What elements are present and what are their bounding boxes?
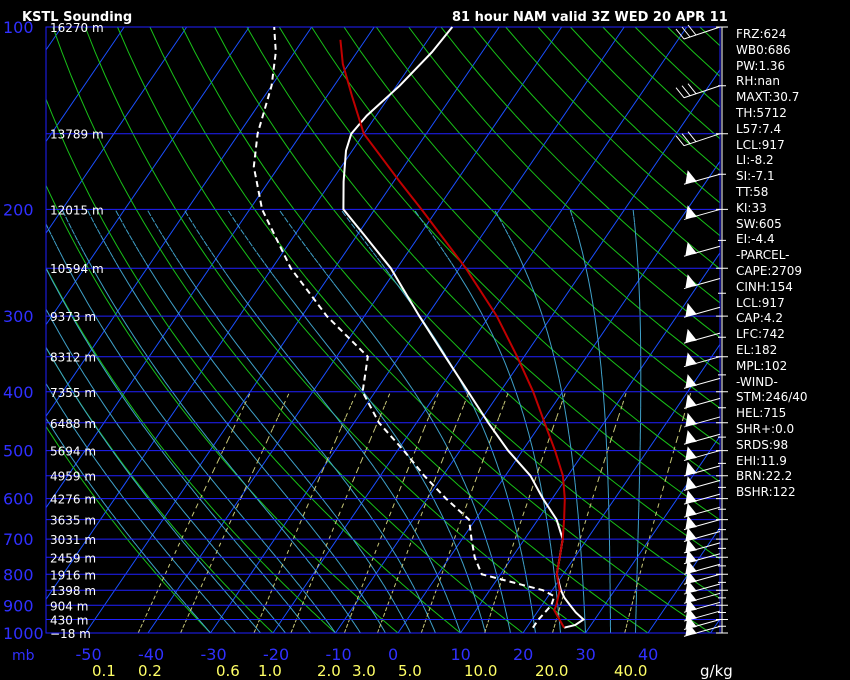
height-label: −18 m bbox=[50, 627, 91, 641]
pressure-tick-label: 700 bbox=[3, 530, 34, 549]
height-label: 1916 m bbox=[50, 568, 96, 582]
stat-line: FRZ:624 bbox=[736, 27, 787, 41]
stat-line: SRDS:98 bbox=[736, 437, 789, 452]
mixing-ratio-tick-label: 0.2 bbox=[138, 662, 162, 680]
stat-line: MAXT:30.7 bbox=[736, 90, 800, 105]
dewpoint-line bbox=[252, 26, 556, 629]
stat-line: RH:nan bbox=[736, 74, 780, 89]
stat-line: LCL:917 bbox=[736, 295, 785, 310]
mixing-ratio-tick-label: 0.1 bbox=[92, 662, 116, 680]
temperature-tick-label: 40 bbox=[638, 645, 658, 664]
pressure-tick-label: 200 bbox=[3, 200, 34, 219]
pressure-tick-label: 800 bbox=[3, 565, 34, 584]
stat-line: EL:182 bbox=[736, 342, 778, 357]
stat-line: MPL:102 bbox=[736, 358, 788, 373]
temperature-tick-label: 10 bbox=[451, 645, 471, 664]
height-label: 5694 m bbox=[50, 445, 96, 459]
height-label: 430 m bbox=[50, 614, 88, 628]
height-label: 16270 m bbox=[50, 21, 104, 35]
temperature-tick-label: -10 bbox=[326, 645, 352, 664]
chart-title: KSTL Sounding bbox=[22, 10, 133, 25]
pressure-tick-label: 100 bbox=[3, 18, 34, 37]
parcel-line bbox=[339, 39, 566, 629]
mixing-ratio-tick-label: 3.0 bbox=[352, 662, 376, 680]
temperature-tick-label: -30 bbox=[201, 645, 227, 664]
valid-time: 81 hour NAM valid 3Z WED 20 APR 11 bbox=[452, 10, 728, 25]
height-label: 13789 m bbox=[50, 128, 104, 142]
stat-line: EI:-4.4 bbox=[736, 232, 775, 247]
stats-panel: FRZ:624 WB0:686 PW:1.36 RH:nan MAXT:30.7 TH:5… bbox=[736, 27, 808, 501]
mixing-ratio-tick-label: 1.0 bbox=[258, 662, 282, 680]
temperature-tick-label: 20 bbox=[513, 645, 533, 664]
temperature-line bbox=[342, 26, 586, 629]
height-label: 6488 m bbox=[50, 417, 96, 431]
stat-line: -PARCEL- bbox=[736, 248, 790, 263]
stat-line: HEL:715 bbox=[736, 406, 787, 421]
stat-line: WB0:686 bbox=[736, 42, 791, 57]
mixing-ratio-tick-label: 10.0 bbox=[464, 662, 497, 680]
pressure-unit-label: mb bbox=[12, 648, 35, 664]
height-label: 9373 m bbox=[50, 310, 96, 324]
height-label: 3635 m bbox=[50, 514, 96, 528]
stat-line: CAP:4.2 bbox=[736, 311, 783, 326]
stat-line: L57:7.4 bbox=[736, 121, 782, 136]
height-label: 8312 m bbox=[50, 351, 96, 365]
stat-line: LI:-8.2 bbox=[736, 153, 774, 168]
height-label: 904 m bbox=[50, 599, 88, 613]
temperature-tick-label: 0 bbox=[388, 645, 398, 664]
stat-line: SW:605 bbox=[736, 216, 782, 231]
stat-line: BSHR:122 bbox=[736, 485, 796, 500]
isobars bbox=[45, 26, 721, 634]
height-label: 4959 m bbox=[50, 470, 96, 484]
pressure-tick-label: 300 bbox=[3, 307, 34, 326]
stat-line: EHI:11.9 bbox=[736, 453, 787, 468]
height-label: 1398 m bbox=[50, 584, 96, 598]
stat-line: CINH:154 bbox=[736, 279, 793, 294]
wind-barbs bbox=[675, 24, 721, 637]
stat-line: STM:246/40 bbox=[736, 390, 808, 405]
stat-line: BRN:22.2 bbox=[736, 469, 793, 484]
stat-line: SI:-7.1 bbox=[736, 169, 775, 184]
mixing-ratio-tick-label: 5.0 bbox=[398, 662, 422, 680]
pressure-tick-label: 600 bbox=[3, 490, 34, 509]
mixing-ratio-unit-label: g/kg bbox=[700, 662, 733, 680]
background-lines bbox=[45, 26, 721, 634]
temperature-tick-label: -40 bbox=[138, 645, 164, 664]
wind-ticks bbox=[716, 26, 728, 634]
temperature-tick-label: -50 bbox=[76, 645, 102, 664]
pressure-tick-label: 900 bbox=[3, 596, 34, 615]
mixing-ratio-lines bbox=[137, 391, 692, 634]
height-label: 4276 m bbox=[50, 493, 96, 507]
stat-line: KI:33 bbox=[736, 200, 767, 215]
stat-line: SHR+:0.0 bbox=[736, 421, 795, 436]
stat-line: PW:1.36 bbox=[736, 58, 786, 73]
mixing-ratio-tick-label: 40.0 bbox=[614, 662, 647, 680]
profiles bbox=[252, 26, 586, 629]
mixing-ratio-tick-label: 20.0 bbox=[535, 662, 568, 680]
plot-frame bbox=[45, 26, 721, 634]
pressure-tick-label: 1000 bbox=[3, 624, 44, 643]
height-label: 7355 m bbox=[50, 386, 96, 400]
height-label: 10594 m bbox=[50, 262, 104, 276]
stat-line: TH:5712 bbox=[736, 105, 787, 120]
height-label: 3031 m bbox=[50, 533, 96, 547]
temperature-tick-label: 30 bbox=[576, 645, 596, 664]
pressure-tick-label: 500 bbox=[3, 442, 34, 461]
moist-adiabat-lines bbox=[45, 209, 642, 634]
stat-line: -WIND- bbox=[736, 374, 778, 389]
isotherm-lines bbox=[45, 26, 721, 634]
stat-line: CAPE:2709 bbox=[736, 263, 802, 278]
stat-line: LFC:742 bbox=[736, 327, 785, 342]
mixing-ratio-tick-label: 0.6 bbox=[216, 662, 240, 680]
pressure-tick-label: 400 bbox=[3, 383, 34, 402]
temperature-tick-label: -20 bbox=[263, 645, 289, 664]
height-label: 12015 m bbox=[50, 203, 104, 217]
mixing-ratio-tick-label: 2.0 bbox=[317, 662, 341, 680]
stat-line: TT:58 bbox=[736, 184, 769, 199]
wind-staff bbox=[675, 24, 728, 637]
stat-line: LCL:917 bbox=[736, 137, 785, 152]
height-label: 2459 m bbox=[50, 551, 96, 565]
